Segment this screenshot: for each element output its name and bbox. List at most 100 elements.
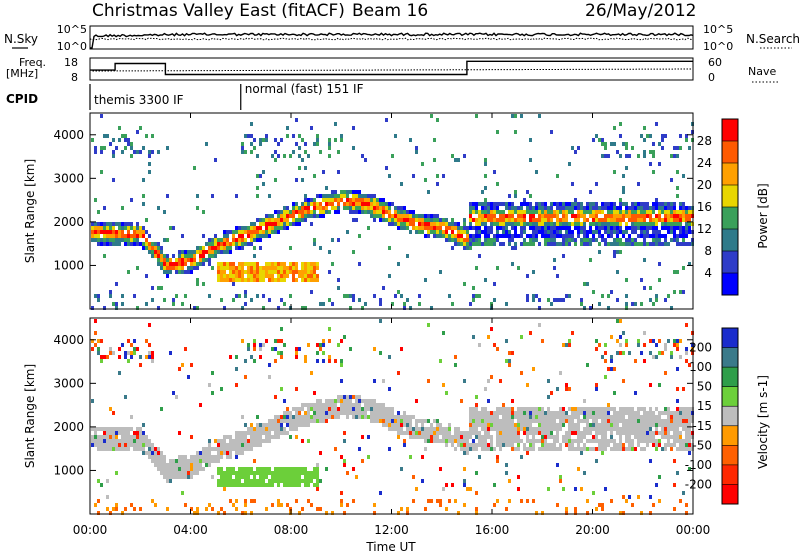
- range-gate-cell: [205, 455, 208, 459]
- range-gate-cell: [427, 190, 430, 194]
- range-gate-cell: [244, 467, 247, 471]
- range-gate-cell: [508, 439, 511, 443]
- range-gate-cell: [169, 266, 172, 270]
- range-gate-cell: [328, 411, 331, 415]
- range-gate-cell: [424, 431, 427, 435]
- range-gate-cell: [310, 415, 313, 419]
- range-gate-cell: [394, 294, 397, 298]
- range-gate-cell: [628, 206, 631, 210]
- range-gate-cell: [472, 226, 475, 230]
- range-gate-cell: [133, 351, 136, 355]
- range-gate-cell: [664, 435, 667, 439]
- range-gate-cell: [190, 455, 193, 459]
- range-gate-cell: [430, 226, 433, 230]
- range-gate-cell: [595, 459, 598, 463]
- range-gate-cell: [550, 210, 553, 214]
- range-gate-cell: [559, 222, 562, 226]
- range-gate-cell: [505, 463, 508, 467]
- colorbar-tick-label: -100: [685, 458, 712, 472]
- range-gate-cell: [460, 435, 463, 439]
- range-gate-cell: [208, 250, 211, 254]
- range-gate-cell: [535, 238, 538, 242]
- range-gate-cell: [325, 411, 328, 415]
- range-gate-cell: [196, 246, 199, 250]
- range-gate-cell: [268, 363, 271, 367]
- range-gate-cell: [511, 419, 514, 423]
- range-gate-cell: [538, 218, 541, 222]
- range-gate-cell: [460, 443, 463, 447]
- range-gate-cell: [640, 226, 643, 230]
- range-gate-cell: [541, 427, 544, 431]
- range-gate-cell: [94, 331, 97, 335]
- range-gate-cell: [622, 419, 625, 423]
- range-gate-cell: [493, 282, 496, 286]
- range-gate-cell: [568, 234, 571, 238]
- range-gate-cell: [487, 447, 490, 451]
- range-gate-cell: [505, 407, 508, 411]
- range-gate-cell: [217, 242, 220, 246]
- range-gate-cell: [313, 242, 316, 246]
- range-gate-cell: [472, 427, 475, 431]
- range-gate-cell: [448, 294, 451, 298]
- time-tick-label: 16:00: [475, 523, 510, 537]
- range-gate-cell: [265, 218, 268, 222]
- range-gate-cell: [343, 439, 346, 443]
- range-gate-cell: [112, 443, 115, 447]
- range-gate-cell: [484, 387, 487, 391]
- range-gate-cell: [226, 234, 229, 238]
- range-gate-cell: [127, 447, 130, 451]
- noise-panel-frame: [89, 25, 694, 50]
- range-gate-cell: [223, 479, 226, 483]
- range-gate-cell: [556, 503, 559, 507]
- range-gate-cell: [496, 435, 499, 439]
- range-gate-cell: [262, 427, 265, 431]
- range-gate-cell: [127, 359, 130, 363]
- range-gate-cell: [589, 230, 592, 234]
- range-gate-cell: [370, 198, 373, 202]
- range-gate-cell: [487, 419, 490, 423]
- range-gate-cell: [325, 399, 328, 403]
- range-gate-cell: [511, 202, 514, 206]
- range-gate-cell: [94, 343, 97, 347]
- range-gate-cell: [586, 218, 589, 222]
- range-gate-cell: [229, 250, 232, 254]
- range-gate-cell: [406, 431, 409, 435]
- range-gate-cell: [379, 302, 382, 306]
- range-gate-cell: [205, 463, 208, 467]
- range-gate-cell: [280, 214, 283, 218]
- range-gate-cell: [196, 511, 199, 515]
- range-gate-cell: [256, 274, 259, 278]
- range-gate-cell: [646, 439, 649, 443]
- range-gate-cell: [568, 230, 571, 234]
- range-gate-cell: [208, 451, 211, 455]
- range-gate-cell: [313, 415, 316, 419]
- range-gate-cell: [529, 158, 532, 162]
- range-gate-cell: [268, 266, 271, 270]
- range-gate-cell: [562, 423, 565, 427]
- range-gate-cell: [388, 423, 391, 427]
- range-gate-cell: [91, 339, 94, 343]
- range-gate-cell: [547, 411, 550, 415]
- range-gate-cell: [622, 415, 625, 419]
- range-gate-cell: [199, 403, 202, 407]
- range-gate-cell: [445, 483, 448, 487]
- range-gate-cell: [217, 479, 220, 483]
- range-gate-cell: [532, 411, 535, 415]
- range-gate-cell: [121, 294, 124, 298]
- range-gate-cell: [676, 154, 679, 158]
- range-gate-cell: [472, 210, 475, 214]
- range-gate-cell: [382, 206, 385, 210]
- range-gate-cell: [352, 395, 355, 399]
- range-gate-cell: [616, 447, 619, 451]
- range-gate-cell: [439, 359, 442, 363]
- range-gate-cell: [490, 206, 493, 210]
- range-gate-cell: [463, 226, 466, 230]
- range-gate-cell: [91, 226, 94, 230]
- range-gate-cell: [667, 202, 670, 206]
- range-gate-cell: [562, 298, 565, 302]
- range-gate-cell: [253, 347, 256, 351]
- range-gate-cell: [97, 339, 100, 343]
- range-gate-cell: [499, 423, 502, 427]
- range-gate-cell: [322, 206, 325, 210]
- range-gate-cell: [487, 435, 490, 439]
